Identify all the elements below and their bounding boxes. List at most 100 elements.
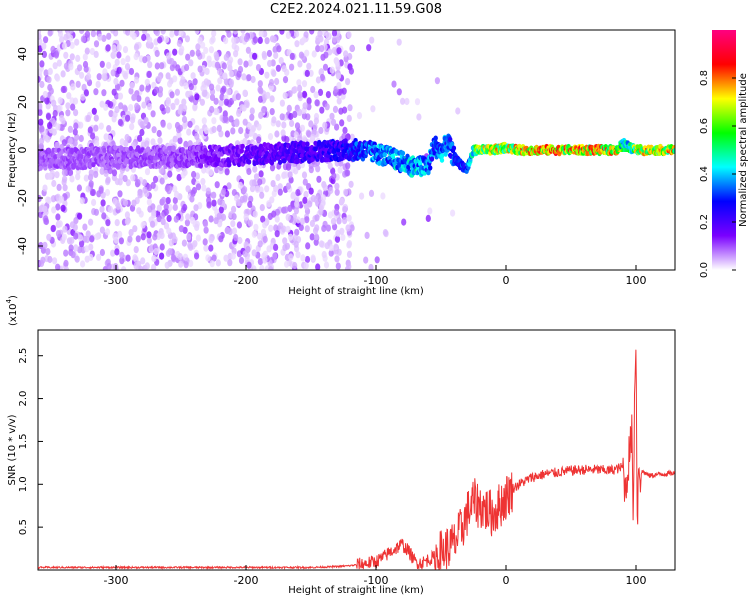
heatmap-cell — [251, 249, 257, 257]
heatmap-cell — [203, 78, 209, 86]
heatmap-cell — [209, 83, 215, 91]
heatmap-cell — [178, 30, 184, 37]
ridge-cell — [305, 141, 310, 147]
heatmap-cell — [209, 93, 216, 101]
heatmap-cell — [281, 65, 287, 73]
heatmap-cell — [258, 30, 264, 38]
heatmap-cell — [50, 225, 56, 233]
heatmap-cell — [38, 211, 44, 219]
heatmap-cell — [334, 59, 340, 67]
heatmap-cell — [247, 122, 253, 130]
heatmap-cell — [89, 47, 95, 56]
heatmap-cell — [297, 91, 303, 99]
heatmap-cell — [269, 95, 275, 103]
heatmap-cell — [270, 180, 276, 188]
heatmap-cell — [324, 242, 330, 250]
heatmap-cell — [113, 77, 119, 86]
heatmap-cell — [172, 185, 178, 193]
heatmap-cell — [60, 70, 66, 78]
heatmap-cell — [202, 220, 209, 228]
heatmap-cell — [42, 90, 48, 99]
heatmap-cell — [184, 219, 190, 227]
heatmap-cell — [59, 195, 65, 203]
heatmap-cell — [293, 167, 299, 175]
heatmap-cell — [83, 89, 89, 97]
heatmap-cell — [253, 223, 259, 231]
heatmap-cell — [122, 174, 128, 183]
heatmap-cell — [416, 113, 422, 121]
heatmap-cell — [136, 207, 142, 215]
heatmap-cell — [274, 215, 280, 223]
heatmap-cell — [218, 206, 224, 214]
heatmap-cell — [63, 266, 70, 270]
heatmap-cell — [125, 30, 131, 36]
heatmap-cell — [258, 87, 264, 95]
heatmap-cell — [341, 87, 347, 95]
heatmap-cell — [101, 212, 107, 220]
heatmap-cell — [268, 78, 275, 87]
heatmap-cell — [160, 30, 166, 35]
heatmap-cell — [215, 84, 221, 92]
heatmap-cell — [114, 178, 120, 186]
heatmap-cell — [223, 53, 229, 62]
heatmap-cell — [237, 58, 243, 66]
heatmap-cell — [103, 103, 109, 111]
heatmap-cell — [139, 84, 145, 92]
heatmap-cell — [250, 75, 256, 84]
heatmap-cell — [73, 217, 79, 225]
heatmap-cell — [141, 101, 147, 109]
heatmap-cell — [45, 113, 52, 121]
heatmap-cell — [306, 62, 312, 70]
heatmap-cell — [309, 233, 315, 241]
heatmap-cell — [149, 220, 156, 228]
bottom-xtick-label: 100 — [626, 574, 647, 587]
heatmap-cell — [296, 79, 302, 87]
heatmap-cell — [318, 240, 325, 248]
heatmap-cell — [125, 114, 131, 122]
heatmap-cell — [194, 132, 200, 140]
heatmap-cell — [117, 230, 123, 238]
heatmap-cell — [105, 219, 111, 227]
heatmap-cell — [96, 253, 102, 261]
ridge-cell — [226, 159, 232, 165]
heatmap-cell — [62, 175, 68, 183]
heatmap-cell — [194, 223, 200, 231]
heatmap-cell — [76, 184, 82, 192]
heatmap-cell — [292, 86, 298, 94]
heatmap-cell — [59, 36, 65, 44]
heatmap-cell — [202, 89, 208, 97]
heatmap-cell — [91, 107, 97, 115]
heatmap-cell — [119, 257, 125, 265]
heatmap-cell — [268, 266, 274, 270]
heatmap-cell — [168, 239, 174, 247]
heatmap-cell — [275, 64, 281, 72]
heatmap-cell — [282, 244, 288, 252]
heatmap-cell — [82, 223, 88, 231]
ridge-cell — [239, 148, 244, 154]
heatmap-cell — [339, 227, 345, 235]
ridge-cell — [439, 153, 445, 159]
heatmap-cell — [68, 63, 74, 71]
bottom-xtick-label: -100 — [364, 574, 389, 587]
heatmap-cell — [74, 255, 80, 263]
heatmap-cell — [199, 98, 205, 106]
heatmap-cell — [117, 118, 123, 126]
heatmap-cell — [137, 134, 143, 142]
heatmap-cell — [184, 35, 190, 43]
heatmap-cell — [182, 104, 188, 112]
ridge-cell — [426, 170, 431, 176]
heatmap-cell — [164, 261, 170, 269]
heatmap-cell — [299, 124, 305, 132]
heatmap-cell — [303, 190, 309, 199]
heatmap-cell — [46, 196, 52, 204]
bottom-ytick-label: 0.5 — [18, 519, 29, 535]
heatmap-cell — [46, 76, 52, 84]
heatmap-cell — [116, 44, 122, 52]
heatmap-cell — [104, 228, 111, 236]
heatmap-cell — [121, 266, 127, 270]
ridge-cell — [240, 143, 245, 149]
heatmap-cell — [38, 142, 44, 151]
ridge-cell — [429, 156, 435, 162]
top-ytick-label: -40 — [16, 237, 29, 255]
